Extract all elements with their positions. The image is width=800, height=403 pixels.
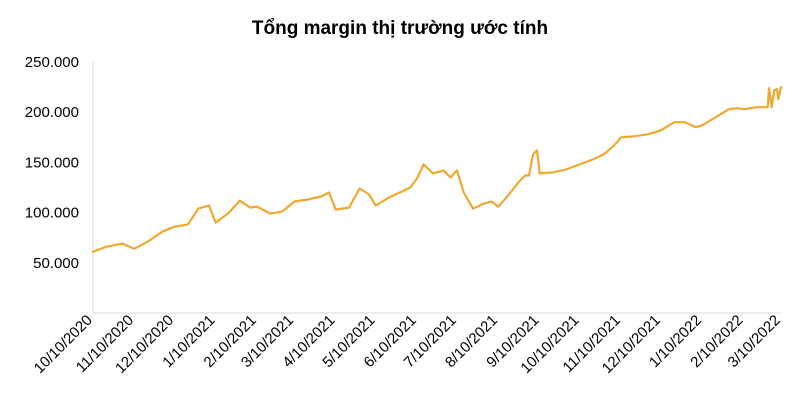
chart-title: Tổng margin thị trường ước tính (251, 18, 549, 39)
x-tick-labels: 10/10/202011/10/202012/10/20201/10/20212… (31, 312, 784, 377)
series-line (91, 85, 783, 253)
y-tick-label: 200.000 (25, 104, 79, 121)
axes (92, 62, 781, 314)
y-tick-labels: 50.000 100.000 150.000 200.000 250.000 (25, 54, 79, 272)
y-tick-label: 250.000 (25, 54, 79, 71)
y-tick-label: 100.000 (25, 205, 79, 222)
y-tick-label: 150.000 (25, 154, 79, 171)
y-tick-label: 50.000 (33, 255, 79, 272)
series-layer (91, 85, 783, 253)
